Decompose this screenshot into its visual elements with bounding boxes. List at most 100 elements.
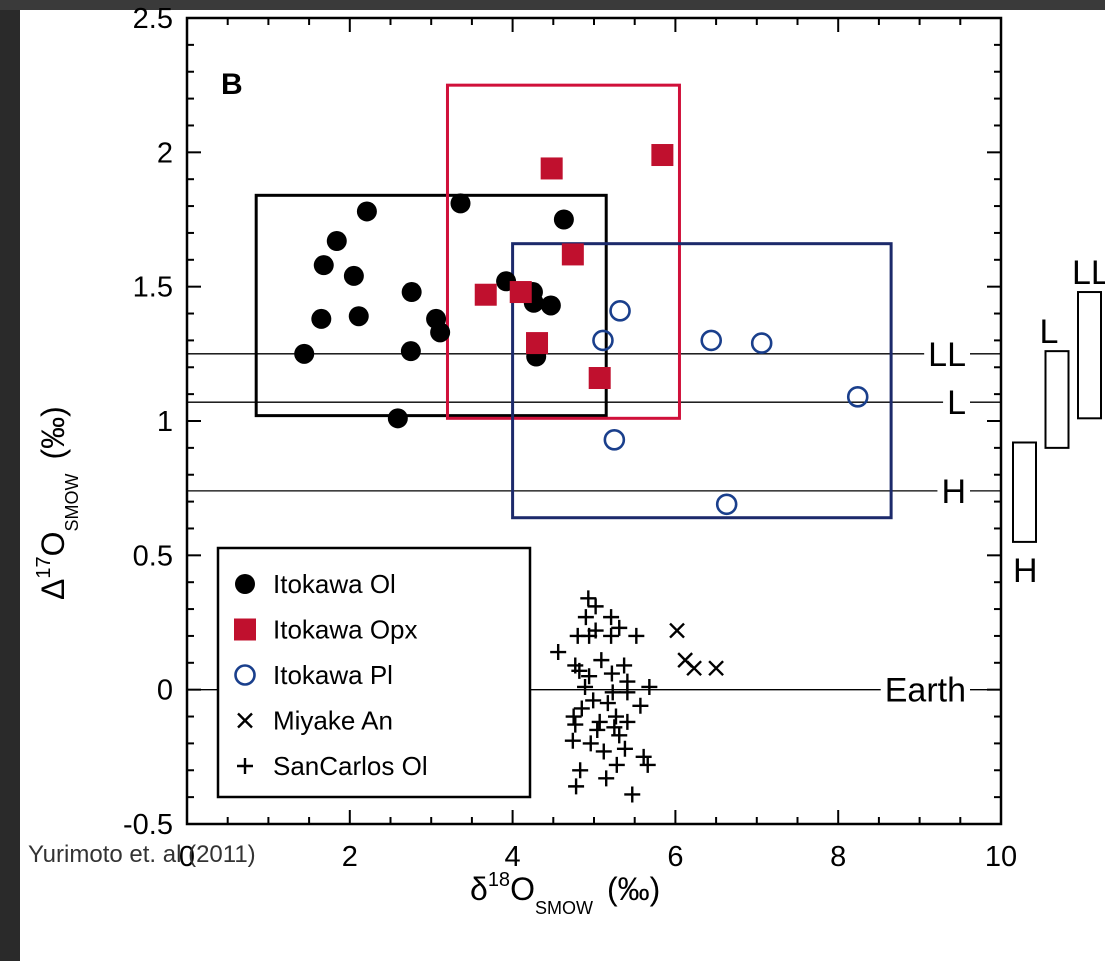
point — [587, 622, 604, 639]
point — [603, 609, 620, 626]
point — [593, 652, 610, 669]
point — [619, 713, 636, 730]
legend-box — [216, 546, 532, 799]
point — [585, 692, 602, 709]
point — [632, 697, 649, 714]
side-range-label: H — [1013, 552, 1038, 590]
point — [603, 429, 626, 451]
reference-label: Earth — [885, 672, 966, 710]
axis-label-part: SMOW — [535, 898, 593, 918]
point — [635, 748, 652, 765]
x-tick-label: 10 — [985, 841, 1017, 873]
axis-label-part: O — [510, 871, 535, 907]
point — [598, 770, 615, 787]
point — [604, 684, 621, 701]
point — [588, 367, 611, 390]
point — [606, 719, 623, 736]
point — [595, 743, 612, 760]
legend-marker — [237, 712, 253, 729]
y-tick-label: 2 — [157, 137, 173, 169]
point — [401, 282, 422, 303]
point — [343, 265, 364, 286]
x-tick-label: 0 — [179, 841, 195, 873]
side-range-box — [1012, 441, 1037, 543]
point — [591, 713, 608, 730]
point — [568, 778, 585, 795]
point — [474, 283, 497, 306]
point — [624, 786, 641, 803]
axis-label-part: 18 — [488, 869, 510, 891]
point — [619, 684, 636, 701]
region-box — [445, 83, 681, 420]
side-range-label: L — [1040, 313, 1059, 351]
point — [708, 660, 724, 677]
legend-marker — [237, 758, 253, 774]
background-strip — [0, 0, 1105, 10]
point — [608, 756, 625, 773]
y-tick-label: 1.5 — [133, 272, 173, 304]
point — [581, 668, 598, 685]
point — [589, 721, 606, 738]
legend-marker — [234, 664, 256, 686]
point — [607, 708, 624, 725]
point — [603, 627, 620, 644]
point — [592, 329, 614, 352]
reference-label: LL — [928, 336, 966, 374]
x-tick-label: 4 — [505, 841, 521, 873]
side-range-label: LL — [1072, 254, 1105, 292]
point — [313, 255, 334, 276]
point — [565, 708, 582, 725]
point — [400, 341, 421, 362]
x-tick-label: 6 — [667, 841, 683, 873]
point — [356, 201, 377, 222]
point — [348, 306, 369, 327]
axis-label-part: 17 — [33, 556, 55, 578]
point — [577, 678, 594, 695]
point — [582, 735, 599, 752]
point — [553, 209, 574, 230]
point — [611, 727, 628, 744]
point — [603, 665, 620, 682]
axis-label-part: (‰) — [35, 406, 71, 459]
point — [580, 590, 597, 607]
y-tick-label: 0.5 — [133, 540, 173, 572]
side-range-box — [1077, 291, 1102, 420]
background-strip — [0, 0, 20, 961]
legend-marker — [234, 618, 256, 641]
point — [700, 329, 723, 352]
y-tick-label: 1 — [157, 406, 173, 438]
legend-label: Itokawa Pl — [273, 660, 393, 690]
point — [587, 598, 604, 615]
point — [326, 230, 347, 251]
y-tick-label: -0.5 — [123, 809, 173, 841]
point — [616, 657, 633, 674]
point — [311, 308, 332, 329]
point — [611, 619, 628, 636]
point — [294, 343, 315, 364]
axis-label-part: SMOW — [62, 473, 82, 531]
point — [846, 386, 869, 408]
point — [567, 716, 584, 733]
axis-label-part: Δ — [35, 579, 71, 600]
point — [616, 740, 633, 757]
point — [715, 493, 738, 516]
point — [509, 281, 532, 304]
label-background — [924, 350, 970, 357]
point — [572, 762, 589, 779]
point — [387, 408, 408, 429]
axis-label-part: (‰) — [607, 871, 660, 907]
point — [628, 627, 645, 644]
region-box — [254, 193, 608, 418]
label-background — [880, 686, 970, 693]
caption: Yurimoto et. al (2011) — [28, 841, 256, 868]
reference-label: H — [941, 473, 966, 511]
reference-label: L — [947, 384, 966, 422]
label-background — [937, 487, 970, 494]
legend-label: SanCarlos Ol — [273, 751, 428, 781]
y-tick-label: 0 — [157, 675, 173, 707]
point — [571, 662, 588, 679]
region-box — [511, 242, 893, 520]
label-background — [943, 399, 970, 406]
point — [651, 144, 674, 167]
